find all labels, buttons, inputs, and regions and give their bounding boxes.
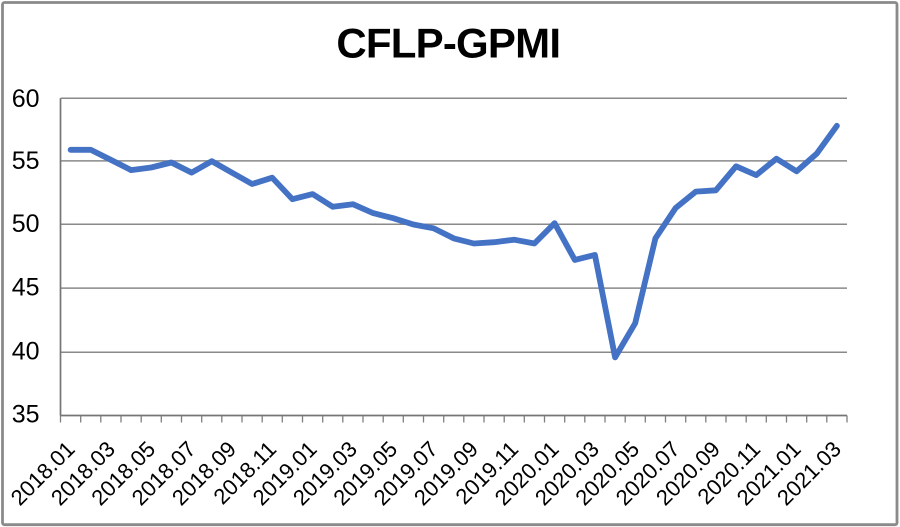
svg-text:45: 45 <box>12 274 40 302</box>
svg-text:40: 40 <box>12 337 40 365</box>
svg-text:50: 50 <box>12 210 40 238</box>
svg-text:55: 55 <box>12 147 40 175</box>
svg-text:35: 35 <box>12 401 40 429</box>
svg-text:CFLP-GPMI: CFLP-GPMI <box>336 20 560 67</box>
svg-text:60: 60 <box>12 85 40 113</box>
